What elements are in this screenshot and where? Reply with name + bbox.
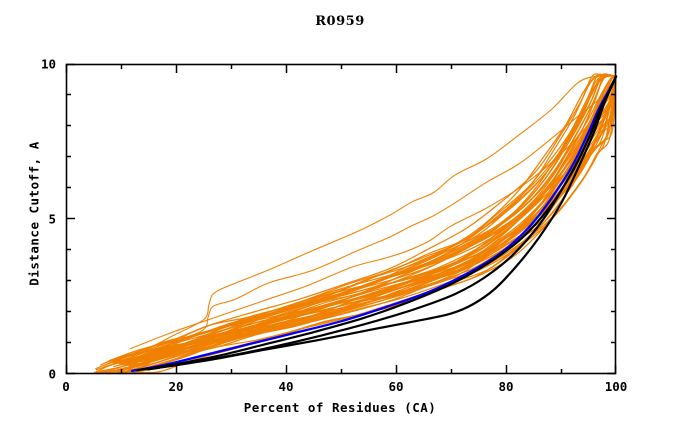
ensemble-curve [118,76,617,365]
ensemble-curve [128,73,617,368]
ensemble-curve [127,74,617,370]
y-tick-label: 0 [48,366,56,382]
reference-curve [130,75,618,373]
x-tick-label: 40 [278,379,294,394]
x-axis-label: Percent of Residues (CA) [243,400,437,415]
ensemble-curve [136,74,617,367]
reference-curve [136,75,618,372]
ensemble-curves-orange [93,73,617,374]
reference-curves [130,75,618,373]
ensemble-curve [108,73,617,362]
page-title: R0959 [315,14,365,29]
ensemble-curve [137,74,617,355]
ensemble-curve [136,76,617,361]
ensemble-curve [118,75,617,364]
x-tick-label: 80 [498,379,514,394]
ensemble-curve [101,76,617,373]
x-tick-label: 60 [388,379,404,394]
reference-curve [147,75,618,371]
axis-ticks [65,63,617,375]
ensemble-curve [94,73,617,374]
ensemble-curve [119,74,617,365]
x-tick-label: 20 [168,379,184,394]
ensemble-curve [129,76,617,350]
y-tick-label: 5 [48,211,56,227]
reference-curve [152,75,618,370]
y-tick-label: 10 [40,56,56,72]
ensemble-curve [128,73,617,370]
x-tick-label: 100 [604,379,628,394]
x-tick-label: 0 [62,379,70,394]
